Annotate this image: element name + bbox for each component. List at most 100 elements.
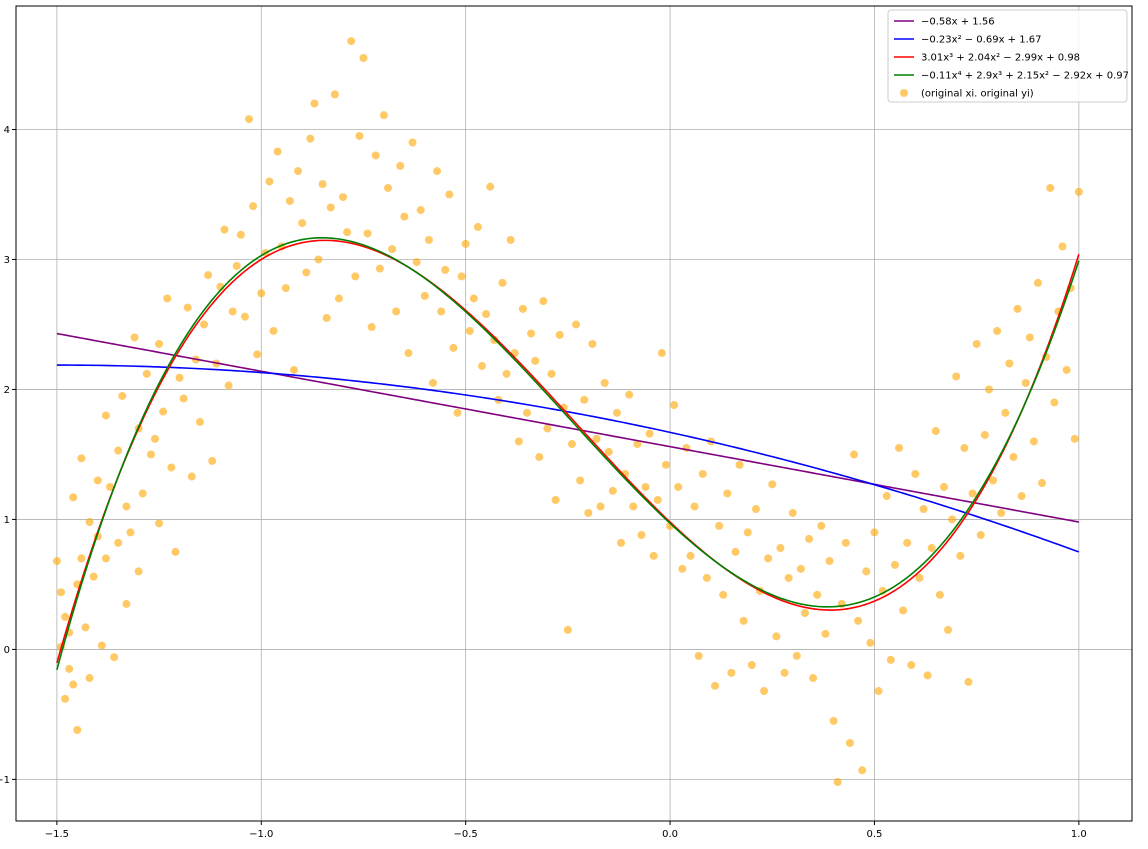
scatter-point [371,151,380,160]
scatter-point [882,492,891,501]
scatter-point [543,424,552,433]
scatter-point [964,677,973,686]
scatter-point [118,391,127,400]
scatter-point [240,312,249,321]
fit-line-degree-2 [56,364,1080,553]
scatter-point [122,599,131,608]
scatter-point [919,505,928,514]
scatter-point [314,255,323,264]
scatter-point [420,291,429,300]
scatter-point [343,228,352,237]
scatter-point [625,390,634,399]
scatter-point [65,664,74,673]
scatter-point [698,469,707,478]
scatter-point [289,365,298,374]
legend-entry-label: 3.01x³ + 2.04x² − 2.99x + 0.98 [921,53,1080,64]
scatter-point [445,190,454,199]
scatter-point [269,326,278,335]
scatter-point [424,235,433,244]
scatter-point [874,687,883,696]
scatter-point [923,671,932,680]
scatter-point [886,655,895,664]
scatter-point [939,482,948,491]
scatter-point [821,629,830,638]
scatter-point [77,554,86,563]
scatter-point [114,538,123,547]
scatter-point [52,557,61,566]
fit-line-degree-1 [56,332,1080,523]
scatter-point [437,307,446,316]
scatter-point [572,320,581,329]
scatter-point [101,411,110,420]
scatter-point [539,297,548,306]
scatter-point [711,681,720,690]
scatter-point [645,429,654,438]
scatter-point [69,680,78,689]
scatter-point [617,538,626,547]
scatter-point [784,573,793,582]
scatter-point [465,326,474,335]
x-tick-label: −1.5 [45,829,69,840]
scatter-point [412,258,421,267]
scatter-point [956,551,965,560]
scatter-point [183,303,192,312]
scatter-point [85,674,94,683]
scatter-point [944,625,953,634]
scatter-point [731,547,740,556]
scatter-point [670,401,679,410]
scatter-point [228,307,237,316]
scatter-point [375,264,384,273]
y-tick-label: 1 [4,515,10,526]
scatter-point [461,239,470,248]
scatter-point [253,350,262,359]
scatter-point [518,304,527,313]
scatter-point [482,310,491,319]
scatter-point [702,573,711,582]
scatter-point [298,219,307,228]
scatter-point [845,739,854,748]
legend-entry-label: −0.23x² − 0.69x + 1.67 [921,35,1042,46]
scatter-point [596,502,605,511]
scatter-point [641,482,650,491]
scatter-layer [52,37,1083,787]
scatter-point [306,134,315,143]
scatter-point [531,356,540,365]
scatter-point [584,508,593,517]
scatter-point [563,625,572,634]
scatter-point [764,554,773,563]
scatter-point [551,495,560,504]
scatter-point [69,493,78,502]
scatter-point [948,515,957,524]
scatter-point [318,180,327,189]
scatter-point [899,606,908,615]
scatter-point [159,407,168,416]
y-tick-label: 3 [4,255,10,266]
scatter-point [751,505,760,514]
scatter-point [633,440,642,449]
scatter-point [294,167,303,176]
scatter-point [935,590,944,599]
scatter-point [416,206,425,215]
scatter-point [604,447,613,456]
scatter-point [245,115,254,124]
scatter-point [1074,187,1083,196]
scatter-point [379,111,388,120]
scatter-point [657,349,666,358]
scatter-point [637,531,646,540]
x-tick-label: 0.5 [867,829,883,840]
scatter-point [809,674,818,683]
scatter-point [535,453,544,462]
scatter-point [772,632,781,641]
scatter-point [220,225,229,234]
scatter-point [776,544,785,553]
scatter-point [257,289,266,298]
scatter-point [1025,333,1034,342]
scatter-point [580,395,589,404]
scatter-point [600,378,609,387]
scatter-point [130,333,139,342]
scatter-point [567,440,576,449]
scatter-point [984,385,993,394]
scatter-point [502,369,511,378]
plot-frame [15,5,1133,822]
scatter-point [890,560,899,569]
